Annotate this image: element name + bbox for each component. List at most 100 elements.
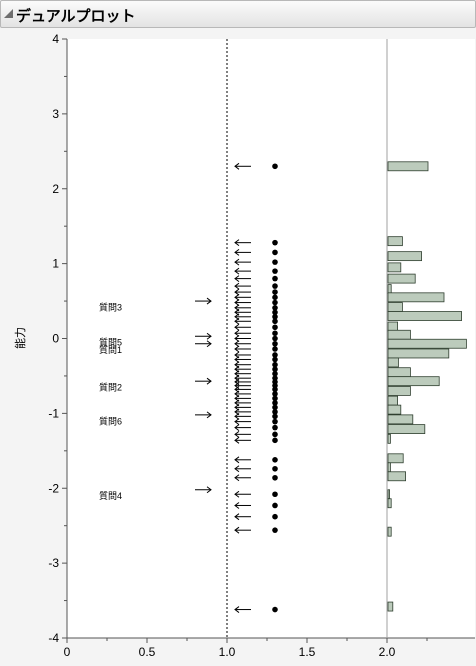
histogram-bar bbox=[387, 433, 391, 444]
ability-point bbox=[272, 299, 278, 306]
ability-point bbox=[272, 313, 278, 320]
ability-arrow-head bbox=[234, 288, 240, 296]
y-tick-label: -2 bbox=[48, 481, 59, 495]
y-tick-label: -4 bbox=[48, 631, 59, 645]
item-label: 質問5 bbox=[99, 337, 122, 348]
ability-arrow-head bbox=[234, 275, 240, 282]
x-tick-label: 1.5 bbox=[299, 645, 316, 659]
ability-point bbox=[272, 413, 278, 420]
x-tick-label: 1.0 bbox=[219, 645, 236, 659]
ability-point bbox=[272, 474, 278, 481]
histogram-bar bbox=[387, 348, 450, 359]
ability-point bbox=[272, 386, 278, 393]
ability-point bbox=[272, 330, 278, 337]
item-arrow bbox=[195, 332, 212, 340]
ability-point bbox=[272, 305, 278, 311]
ability-point bbox=[272, 163, 278, 170]
ability-arrow bbox=[234, 490, 251, 498]
ability-arrow bbox=[234, 323, 251, 331]
ability-arrow-head bbox=[234, 490, 240, 498]
ability-point bbox=[272, 465, 278, 472]
ability-arrow bbox=[234, 162, 251, 170]
histogram-bar bbox=[387, 321, 399, 332]
ability-point bbox=[272, 283, 278, 289]
ability-arrow bbox=[234, 299, 251, 306]
ability-arrow-head bbox=[234, 162, 240, 170]
ability-arrow bbox=[234, 329, 251, 337]
y-tick-label: 1 bbox=[52, 257, 59, 271]
ability-point bbox=[272, 431, 278, 438]
ability-arrow bbox=[234, 258, 251, 266]
y-axis-label: 能力 bbox=[13, 327, 27, 349]
ability-point bbox=[272, 340, 278, 347]
ability-arrow bbox=[234, 288, 251, 296]
histogram-bar bbox=[387, 471, 407, 482]
ability-point bbox=[272, 289, 278, 295]
ability-point bbox=[272, 309, 278, 316]
ability-arrow bbox=[234, 465, 251, 473]
ability-arrow-head bbox=[234, 267, 240, 275]
histogram-bar bbox=[387, 338, 467, 349]
item-label: 質問6 bbox=[99, 415, 122, 426]
histogram-bar bbox=[387, 414, 414, 425]
histogram-bar bbox=[387, 489, 391, 500]
ability-point bbox=[272, 366, 278, 372]
item-arrow bbox=[195, 377, 212, 385]
ability-arrow-head bbox=[234, 456, 240, 464]
ability-arrow bbox=[234, 606, 251, 613]
ability-arrow-head bbox=[234, 513, 240, 521]
item-label: 質問1 bbox=[99, 344, 122, 355]
ability-arrow bbox=[234, 418, 251, 426]
ability-point bbox=[272, 268, 278, 274]
ability-points bbox=[234, 162, 278, 613]
ability-arrow-head bbox=[234, 293, 240, 301]
item-arrow bbox=[195, 486, 212, 494]
histogram-bar bbox=[387, 395, 399, 406]
ability-point bbox=[272, 606, 278, 613]
report-title: デュアルプロット bbox=[16, 8, 136, 25]
ability-point bbox=[272, 352, 278, 358]
ability-point bbox=[272, 456, 278, 463]
histogram-bar bbox=[387, 453, 404, 464]
histogram-bar bbox=[387, 367, 411, 378]
ability-point bbox=[272, 404, 278, 411]
histogram-bar bbox=[387, 161, 429, 172]
histogram-bar bbox=[387, 262, 402, 273]
ability-arrow-head bbox=[234, 282, 240, 290]
ability-arrow bbox=[234, 345, 251, 353]
ability-point bbox=[272, 294, 278, 301]
item-arrow-head bbox=[206, 411, 212, 419]
y-tick-label: -1 bbox=[48, 406, 59, 420]
item-arrow bbox=[195, 297, 212, 305]
histogram-bar bbox=[387, 376, 440, 387]
ability-arrow-head bbox=[234, 345, 240, 353]
ability-point bbox=[272, 335, 278, 342]
ability-point bbox=[272, 324, 278, 331]
ability-histogram bbox=[387, 161, 467, 612]
ability-arrow-head bbox=[234, 436, 240, 444]
histogram-bar bbox=[387, 386, 411, 396]
ability-arrow bbox=[234, 424, 251, 432]
item-arrow-head bbox=[206, 297, 212, 305]
ability-arrow-head bbox=[234, 317, 240, 325]
histogram-bar bbox=[387, 526, 392, 537]
item-arrow-head bbox=[206, 486, 212, 494]
ability-arrow-head bbox=[234, 239, 240, 247]
disclosure-triangle-icon[interactable] bbox=[4, 9, 13, 18]
ability-point bbox=[272, 513, 278, 520]
ability-point bbox=[272, 318, 278, 325]
histogram-bar bbox=[387, 357, 399, 368]
item-arrow-head bbox=[206, 332, 212, 340]
histogram-bar bbox=[387, 424, 426, 434]
ability-arrow bbox=[234, 526, 251, 534]
ability-arrow-head bbox=[234, 412, 240, 420]
ability-arrow-head bbox=[234, 323, 240, 331]
ability-point bbox=[272, 370, 278, 377]
histogram-bar bbox=[387, 462, 391, 473]
ability-arrow-head bbox=[234, 258, 240, 266]
ability-point bbox=[272, 356, 278, 363]
ability-arrow bbox=[234, 456, 251, 464]
ability-arrow-head bbox=[234, 248, 240, 256]
ability-arrow bbox=[234, 412, 251, 420]
histogram-bar bbox=[387, 329, 411, 340]
